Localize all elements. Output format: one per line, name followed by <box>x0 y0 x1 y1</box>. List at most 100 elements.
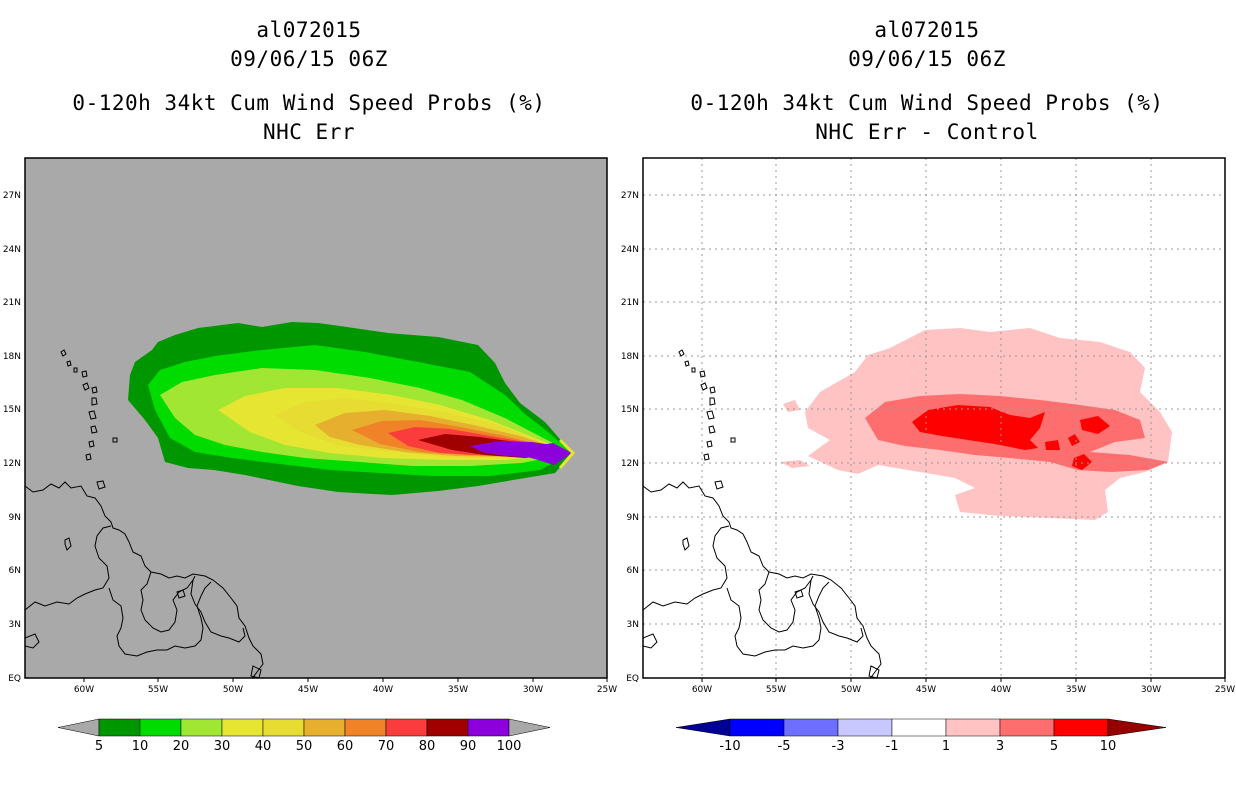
colorbar-swatch <box>999 718 1055 737</box>
diff-5to10-spot3 <box>1045 440 1060 450</box>
colorbar-label: 70 <box>378 739 395 754</box>
colorbar-high-arrow <box>508 718 551 737</box>
colorbar-swatch <box>729 718 785 737</box>
colorbar-label: -10 <box>719 739 740 754</box>
right-datetime: 09/06/15 06Z <box>848 47 1006 71</box>
lat-tick-label: 18N <box>3 352 21 362</box>
colorbar-swatch <box>303 718 346 737</box>
right-colorbar: -10 -5 -3 -1 1 3 5 10 <box>675 718 1167 754</box>
left-datetime: 09/06/15 06Z <box>230 47 388 71</box>
colorbar-label: -3 <box>832 739 845 754</box>
lat-tick-label: 9N <box>627 513 639 523</box>
lat-tick-label: 27N <box>621 191 639 201</box>
lon-tick-label: 35W <box>448 685 468 695</box>
diff-5to10 <box>912 405 1045 450</box>
lat-tick-label: 9N <box>9 513 21 523</box>
colorbar-label: 50 <box>296 739 313 754</box>
lat-tick-label: 24N <box>3 245 21 255</box>
colorbar-label: 30 <box>214 739 231 754</box>
lat-tick-label: 15N <box>621 405 639 415</box>
right-title-block: al072015 09/06/15 06Z 0-120h 34kt Cum Wi… <box>618 16 1236 147</box>
contour-100pct <box>520 443 572 465</box>
lat-tick-label: EQ <box>8 674 21 684</box>
right-subtitle: NHC Err - Control <box>815 120 1039 144</box>
colorbar-swatch <box>1053 718 1109 737</box>
lat-tick-label: 6N <box>9 566 21 576</box>
lat-tick-label: 21N <box>3 298 21 308</box>
right-map-panel: 60W 55W 50W 45W 40W 35W 30W 25W EQ 3N 6N 9N 12N 15N 18… <box>621 157 1235 695</box>
lat-tick-label: EQ <box>626 674 639 684</box>
colorbar-label: -5 <box>778 739 791 754</box>
left-map-frame <box>24 157 608 679</box>
left-colorbar: 5 10 20 30 40 50 60 70 80 90 100 <box>57 718 551 754</box>
colorbar-label: 5 <box>1050 739 1058 754</box>
diff-5to10-spot1 <box>1068 434 1080 446</box>
lat-tick-label: 21N <box>621 298 639 308</box>
lat-tick-label: 27N <box>3 191 21 201</box>
colorbar-swatch <box>426 718 469 737</box>
colorbar-swatch <box>221 718 264 737</box>
lon-tick-label: 30W <box>523 685 543 695</box>
lat-tick-label: 15N <box>3 405 21 415</box>
colorbar-swatch <box>262 718 305 737</box>
colorbar-swatch <box>385 718 428 737</box>
diff-5to10-spot2 <box>1072 454 1092 470</box>
colorbar-swatch <box>891 718 947 737</box>
colorbar-label: 20 <box>173 739 190 754</box>
lon-tick-label: 40W <box>991 685 1011 695</box>
right-map-frame <box>642 157 1226 679</box>
right-storm-id: al072015 <box>874 18 980 42</box>
lon-tick-label: 40W <box>373 685 393 695</box>
colorbar-label: 1 <box>942 739 950 754</box>
colorbar-label: 5 <box>95 739 103 754</box>
colorbar-swatch <box>139 718 182 737</box>
left-title-block: al072015 09/06/15 06Z 0-120h 34kt Cum Wi… <box>0 16 618 147</box>
lon-tick-label: 25W <box>597 685 617 695</box>
lat-tick-label: 12N <box>3 459 21 469</box>
colorbar-label: 90 <box>460 739 477 754</box>
lon-tick-label: 60W <box>692 685 712 695</box>
right-difference-contours <box>780 328 1172 520</box>
right-product: 0-120h 34kt Cum Wind Speed Probs (%) <box>690 91 1164 115</box>
left-map-panel: 60W 55W 50W 45W 40W 35W 30W 25W EQ 3N 6N 9N 12N 15N 18… <box>3 157 617 695</box>
colorbar-label: 40 <box>255 739 272 754</box>
lon-tick-label: 55W <box>148 685 168 695</box>
colorbar-swatch <box>467 718 510 737</box>
colorbar-low-arrow <box>57 718 100 737</box>
lat-tick-label: 6N <box>627 566 639 576</box>
left-axis-labels: 60W 55W 50W 45W 40W 35W 30W 25W EQ 3N 6N 9N 12N 15N 18… <box>3 191 617 695</box>
left-subtitle: NHC Err <box>262 120 355 144</box>
colorbar-swatch <box>98 718 141 737</box>
colorbar-high-arrow <box>1107 718 1167 737</box>
left-probability-contours <box>128 322 576 495</box>
lon-tick-label: 35W <box>1066 685 1086 695</box>
colorbar-label: 10 <box>1100 739 1117 754</box>
right-axis-labels: 60W 55W 50W 45W 40W 35W 30W 25W EQ 3N 6N 9N 12N 15N 18… <box>621 191 1235 695</box>
diff-5to10-east <box>1080 416 1110 434</box>
lon-tick-label: 45W <box>916 685 936 695</box>
colorbar-label: 3 <box>996 739 1004 754</box>
colorbar-label: 10 <box>132 739 149 754</box>
diff-1to3-sw <box>780 460 810 468</box>
colorbar-swatch <box>344 718 387 737</box>
lon-tick-label: 55W <box>766 685 786 695</box>
lat-tick-label: 3N <box>627 620 639 630</box>
lat-tick-label: 12N <box>621 459 639 469</box>
colorbar-swatch <box>180 718 223 737</box>
left-product: 0-120h 34kt Cum Wind Speed Probs (%) <box>72 91 546 115</box>
lon-tick-label: 25W <box>1215 685 1235 695</box>
colorbar-low-arrow <box>675 718 731 737</box>
lon-tick-label: 50W <box>841 685 861 695</box>
left-storm-id: al072015 <box>256 18 362 42</box>
lon-tick-label: 30W <box>1141 685 1161 695</box>
colorbar-swatch <box>945 718 1001 737</box>
contour-edge <box>558 438 576 469</box>
lon-tick-label: 60W <box>74 685 94 695</box>
lat-tick-label: 24N <box>621 245 639 255</box>
lat-tick-label: 18N <box>621 352 639 362</box>
diff-1to3-east <box>890 340 925 356</box>
lon-tick-label: 45W <box>298 685 318 695</box>
colorbar-swatch <box>837 718 893 737</box>
colorbar-label: 100 <box>497 739 522 754</box>
lat-tick-label: 3N <box>9 620 21 630</box>
